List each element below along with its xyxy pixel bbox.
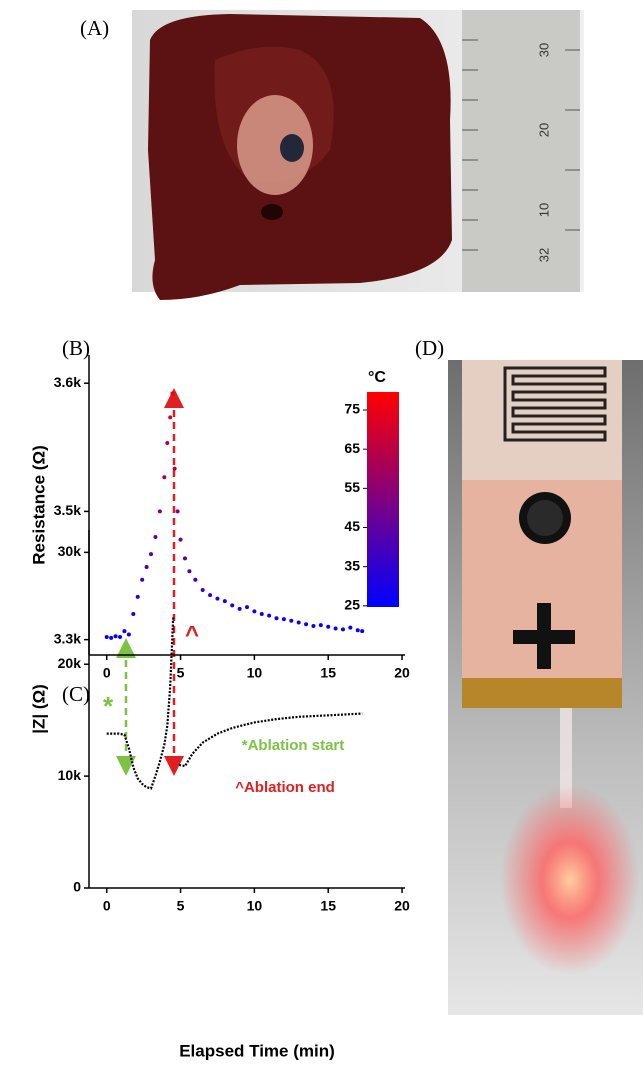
x-axis-label: Elapsed Time (min) [179,1041,335,1060]
ruler-label: 20 [536,123,551,137]
photo-d [448,360,643,1015]
data-point [135,594,140,599]
y-tick-label: 10k [58,767,82,783]
data-point [200,588,205,593]
data-point [149,552,154,557]
panel-label: (C) [62,682,90,706]
data-point [104,635,109,640]
data-point [355,628,360,633]
panel-label: (D) [415,336,444,360]
data-point [168,415,173,420]
y-tick-label: 0 [73,879,81,895]
x-tick-label: 5 [177,665,185,681]
data-point [340,627,345,632]
x-tick-label: 20 [394,665,410,681]
colorbar [367,392,399,607]
data-point [289,618,294,623]
data-point [144,564,149,569]
annotation: *Ablation start [242,737,345,754]
y-tick-label: 30k [58,543,82,559]
x-tick-label: 10 [247,898,263,914]
data-point [237,606,242,611]
data-point [157,509,162,514]
x-tick-label: 10 [247,665,263,681]
x-tick-label: 0 [103,898,111,914]
annotation: ^ [185,621,199,648]
data-point [215,596,220,601]
x-tick-label: 15 [320,898,336,914]
data-point [333,626,338,631]
ruler-label: 10 [536,203,551,217]
data-point [311,623,316,628]
data-point [182,556,187,561]
data-point [118,635,123,640]
data-point [162,475,167,480]
data-point [165,441,170,446]
data-point [304,622,309,627]
annotation: * [103,691,114,721]
data-point [296,620,301,625]
y-tick-label: 3.5k [54,502,81,518]
data-point [178,537,183,542]
data-point [348,625,353,630]
panel-label: (B) [62,336,90,360]
y-tick-label: 3.3k [54,630,81,646]
data-point [193,577,198,582]
data-point [122,629,127,634]
data-point [208,593,213,598]
panel-label: (A) [80,16,109,40]
y-axis-label: |Z| (Ω) [29,684,48,734]
data-point [175,509,180,514]
data-point [140,577,145,582]
y-tick-label: 20k [58,655,82,671]
data-point [252,609,257,614]
data-point [172,466,177,471]
data-point [222,599,227,604]
colorbar-tick-label: 25 [344,597,360,613]
data-point [153,535,158,540]
data-point [109,635,114,640]
data-point [267,613,272,618]
colorbar-label: °C [368,369,386,386]
photo-a [132,10,584,300]
data-point [245,605,249,610]
data-point [187,569,192,574]
colorbar-tick-label: 65 [344,440,360,456]
data-point [230,603,235,608]
x-tick-label: 20 [394,898,410,914]
y-axis-label: Resistance (Ω) [29,445,48,564]
x-tick-label: 15 [320,665,336,681]
data-point [131,611,136,616]
colorbar-tick-label: 55 [344,479,360,495]
data-point [274,616,279,621]
data-point [170,391,175,396]
ruler-label: 32 [536,248,551,262]
data-point [318,623,323,628]
ruler-label: 30 [536,43,551,57]
data-point [126,632,131,637]
annotation: ^Ablation end [235,779,335,796]
data-point [281,617,286,622]
data-line [106,617,363,790]
data-point [259,611,264,616]
colorbar-tick-label: 45 [344,518,360,534]
y-tick-label: 3.6k [54,374,81,390]
data-point [360,629,365,634]
data-point [326,624,331,629]
x-tick-label: 0 [103,665,111,681]
colorbar-tick-label: 75 [344,401,360,417]
x-tick-label: 5 [177,898,185,914]
data-point [113,634,118,639]
colorbar-tick-label: 35 [344,557,360,573]
